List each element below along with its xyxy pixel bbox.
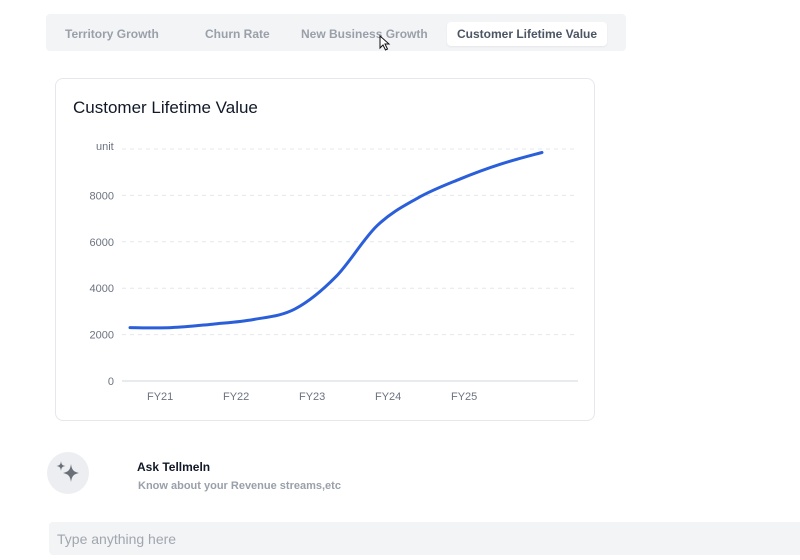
x-tick-label: FY24 xyxy=(375,391,401,403)
sparkles-icon xyxy=(56,461,79,482)
tab-territory-growth[interactable]: Territory Growth xyxy=(65,27,159,41)
tab-churn-rate[interactable]: Churn Rate xyxy=(205,27,270,41)
x-tick-label: FY22 xyxy=(223,391,249,403)
assistant-title: Ask Tellmeln xyxy=(137,460,211,474)
y-axis-label: unit xyxy=(96,141,114,153)
assistant-subtitle: Know about your Revenue streams,etc xyxy=(138,480,341,492)
tab-customer-lifetime-value[interactable]: Customer Lifetime Value xyxy=(447,22,608,46)
tab-new-business-growth[interactable]: New Business Growth xyxy=(301,27,428,41)
x-tick-label: FY21 xyxy=(147,391,173,403)
chat-input[interactable] xyxy=(49,522,800,555)
series-line xyxy=(128,151,544,330)
x-tick-label: FY23 xyxy=(299,391,325,403)
chart-title: Customer Lifetime Value xyxy=(73,98,258,117)
mouse-pointer-icon xyxy=(379,35,391,51)
chart-card: Customer Lifetime Value unit 0 2000 4000 600… xyxy=(55,78,595,421)
x-tick-label: FY25 xyxy=(451,391,477,403)
y-tick-label: 0 xyxy=(108,376,114,388)
chat-input-container xyxy=(49,522,800,555)
y-tick-label: 6000 xyxy=(90,237,114,249)
y-tick-label: 8000 xyxy=(90,190,114,202)
y-tick-label: 4000 xyxy=(90,283,114,295)
tab-bar: Territory Growth Churn Rate New Business… xyxy=(46,14,626,51)
assistant-avatar[interactable] xyxy=(47,452,89,494)
line-chart: unit 0 2000 4000 6000 8000 FY21 FY22 FY23 FY24 FY2… xyxy=(90,141,578,403)
y-tick-label: 2000 xyxy=(90,330,114,342)
